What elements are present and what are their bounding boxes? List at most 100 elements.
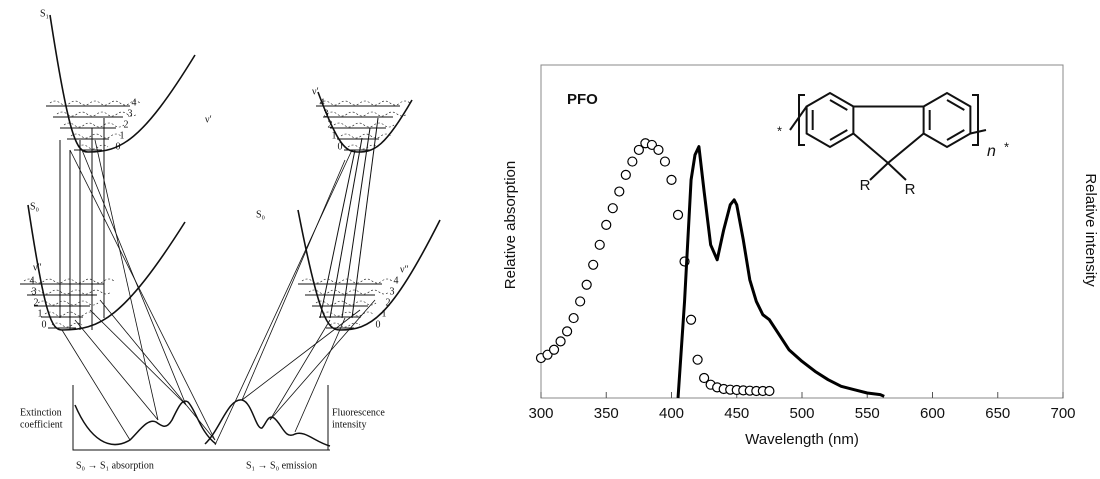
level-wavefunction — [23, 278, 115, 284]
data-point — [692, 354, 703, 365]
projection-line — [81, 149, 187, 406]
data-point — [672, 209, 684, 220]
emission-spectrum — [204, 399, 331, 447]
spectrum-caption: S₀ → S₁ absorption — [76, 460, 154, 471]
data-point — [627, 156, 638, 167]
substituent-label: R — [905, 181, 916, 198]
level-label: 1 — [382, 308, 387, 319]
x-tick-label: 550 — [855, 405, 880, 422]
spectrum-chart: 300 350 400 450 500 550 600 650 700 Wavelength (n… — [502, 64, 1099, 448]
jablonski-diagram: 01234012340123401234S₁S₀S₀ν′ν″ν′ν″Extinc… — [20, 8, 441, 471]
data-point — [594, 239, 605, 250]
substituent-label: R — [860, 177, 871, 194]
level-label: 1 — [332, 130, 337, 141]
level-label: 1 — [120, 130, 125, 141]
data-line — [676, 145, 885, 399]
projection-line — [89, 309, 187, 406]
projection-line — [294, 317, 346, 433]
data-point — [699, 372, 710, 384]
double-bond — [829, 99, 848, 111]
level-wavefunction — [333, 122, 395, 128]
projection-line — [269, 319, 331, 421]
x-tick-label: 450 — [724, 405, 749, 422]
data-point — [659, 156, 671, 167]
transition-line — [341, 127, 371, 319]
data-point — [666, 174, 677, 185]
projection-line — [241, 309, 361, 401]
double-bond — [946, 99, 965, 111]
data-point — [764, 385, 775, 397]
end-group: * — [1004, 139, 1009, 154]
absorption-spectrum — [74, 400, 217, 446]
level-wavefunction — [315, 300, 377, 306]
level-wavefunction — [340, 133, 392, 139]
level-label: 4 — [132, 97, 137, 108]
projection-line — [94, 139, 159, 421]
x-tick-label: 400 — [659, 405, 684, 422]
data-point — [601, 219, 612, 230]
transition-line — [329, 137, 363, 319]
state-label: S₀ — [256, 209, 266, 220]
level-wavefunction — [44, 311, 96, 317]
level-label: 4 — [320, 97, 325, 108]
potential-curve — [317, 91, 413, 153]
projection-line — [69, 149, 216, 441]
level-label: 4 — [394, 275, 399, 286]
projection-line — [269, 299, 376, 421]
level-wavefunction — [56, 111, 138, 117]
data-point — [548, 344, 560, 355]
plot-frame — [540, 64, 1064, 399]
y-axis-label: Relative absorption — [502, 161, 519, 289]
projection-line — [74, 319, 159, 421]
projection-line — [214, 149, 353, 446]
data-point — [568, 312, 579, 324]
vibration-label: ν′ — [312, 86, 319, 97]
level-label: 2 — [124, 119, 129, 130]
spectrum-label: Fluorescence — [332, 407, 385, 418]
five-ring — [789, 105, 987, 181]
level-label: 3 — [390, 286, 395, 297]
x-tick-label: 350 — [594, 405, 619, 422]
level-wavefunction — [326, 111, 408, 117]
x-tick-label: 600 — [920, 405, 945, 422]
level-label: 4 — [30, 275, 35, 286]
data-point — [555, 336, 566, 347]
level-wavefunction — [49, 100, 141, 106]
level-wavefunction — [329, 322, 361, 328]
level-label: 2 — [386, 297, 391, 308]
level-label: 1 — [38, 308, 43, 319]
level-wavefunction — [347, 144, 379, 150]
level-wavefunction — [70, 133, 122, 139]
data-point — [633, 144, 644, 156]
level-wavefunction — [308, 289, 390, 295]
chart-title: PFO — [567, 91, 598, 108]
projection-line — [61, 329, 131, 441]
data-point — [685, 314, 697, 325]
vibration-label: ν″ — [400, 264, 409, 275]
transition-line — [351, 117, 379, 319]
spectrum-label: Extinction — [20, 407, 62, 418]
vibration-label: ν′ — [205, 114, 212, 125]
data-point — [575, 296, 586, 307]
level-label: 0 — [376, 319, 381, 330]
level-wavefunction — [301, 278, 393, 284]
spectrum-label: intensity — [332, 419, 366, 430]
spectrum-caption: S₁ → S₀ emission — [246, 460, 317, 471]
double-bond — [829, 129, 848, 141]
data-point — [614, 186, 625, 197]
level-label: 0 — [116, 141, 121, 152]
level-label: 3 — [324, 108, 329, 119]
vibration-label: ν″ — [33, 262, 42, 273]
x-tick-label: 650 — [985, 405, 1010, 422]
x-tick-label: 500 — [789, 405, 814, 422]
level-wavefunction — [30, 289, 112, 295]
end-group: * — [777, 123, 782, 138]
x-tick-label: 300 — [528, 405, 553, 422]
data-point — [561, 326, 573, 337]
potential-curve — [49, 14, 196, 153]
level-wavefunction — [37, 300, 99, 306]
double-bond — [946, 129, 965, 141]
level-wavefunction — [63, 122, 125, 128]
data-point — [588, 259, 599, 270]
